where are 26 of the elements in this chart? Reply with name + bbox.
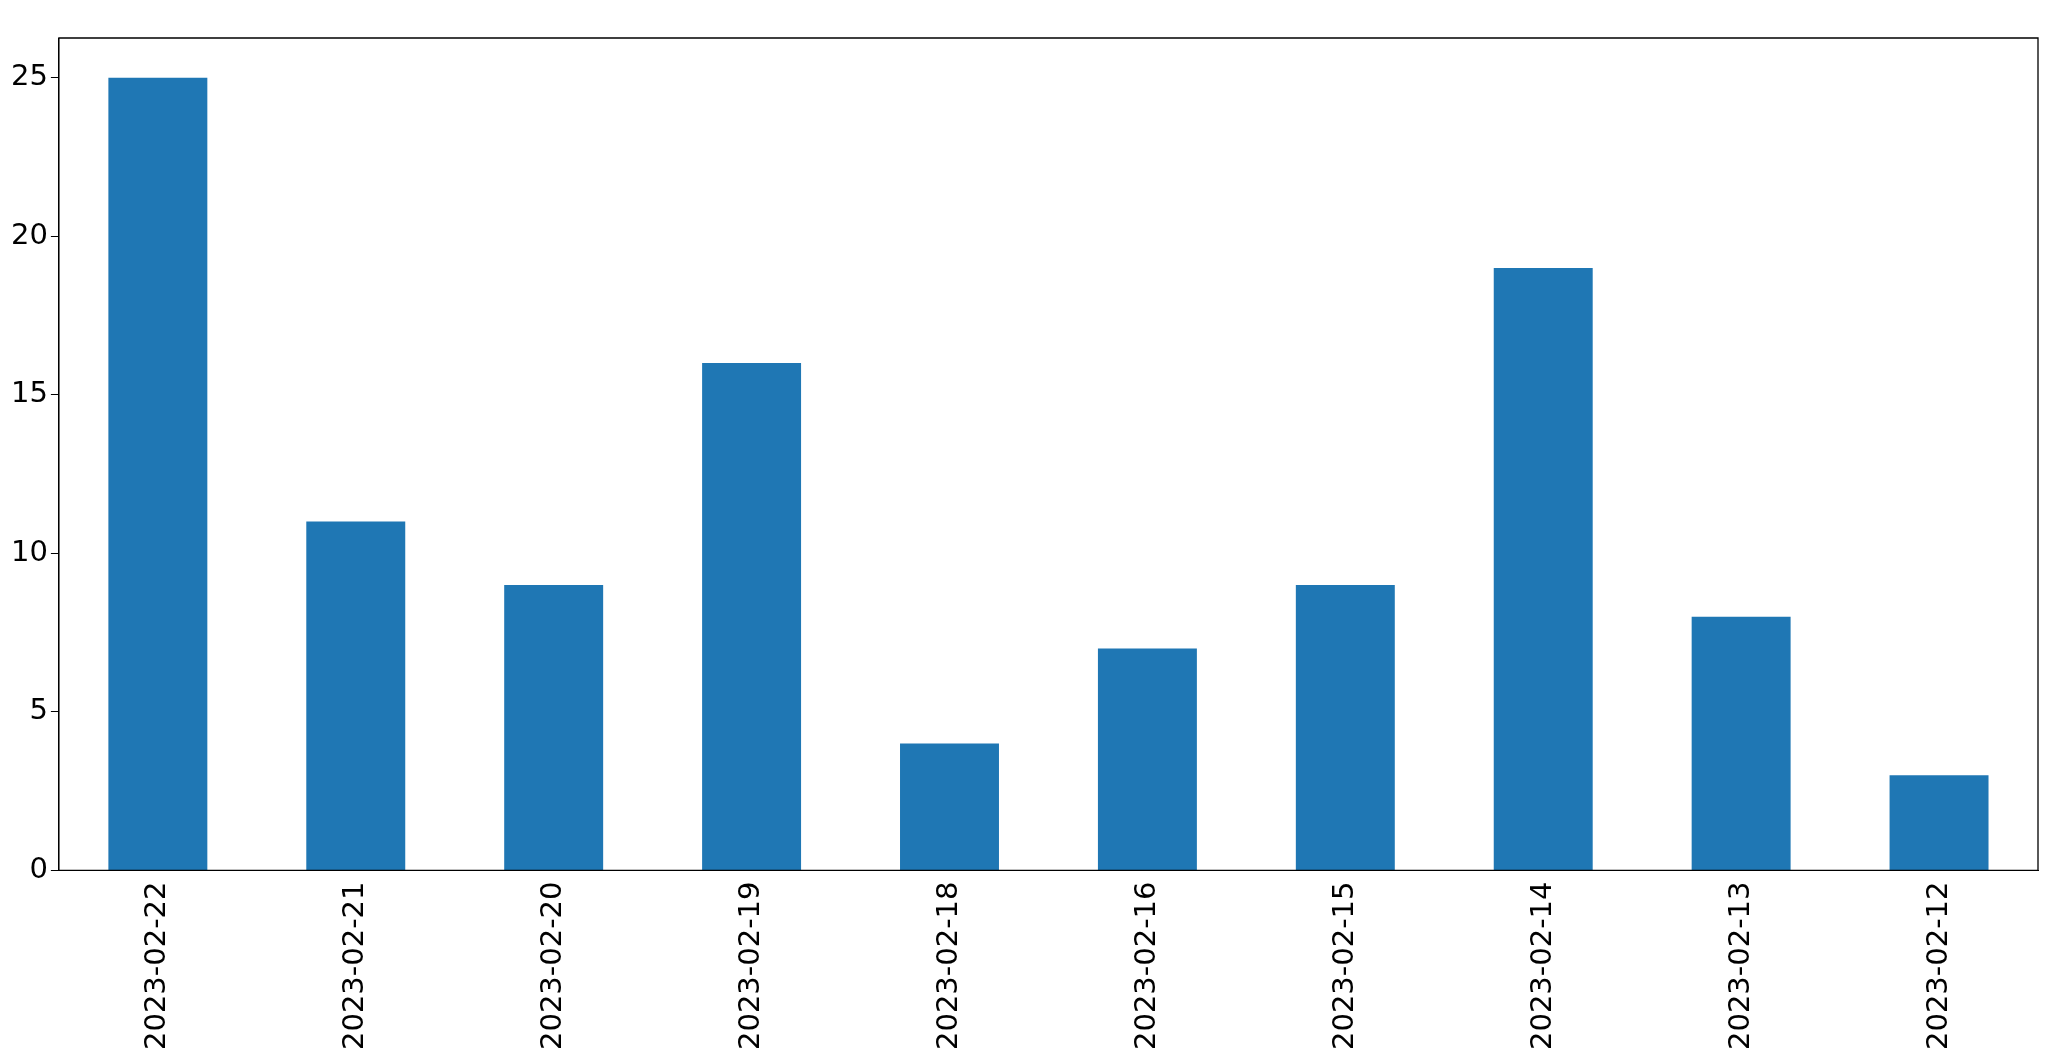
bar [702,363,802,870]
x-tick-label: 2023-02-19 [732,881,767,1051]
y-tick-label: 25 [11,58,48,93]
bar [108,77,208,870]
y-tick-label: 10 [11,533,48,568]
x-tick-label: 2023-02-22 [138,881,173,1051]
bar [504,585,604,870]
y-tick-label: 5 [29,692,48,727]
bar [1097,648,1197,870]
x-tick-label: 2023-02-18 [930,881,965,1051]
bar [900,743,999,870]
y-tick-label: 20 [11,216,48,251]
x-tick-label: 2023-02-13 [1721,881,1756,1051]
bar [1691,616,1791,870]
x-tick-label: 2023-02-16 [1127,881,1162,1051]
y-tick-label: 0 [29,851,48,885]
x-tick-label: 2023-02-21 [336,881,371,1051]
x-tick-label: 2023-02-12 [1919,881,1954,1051]
y-tick-label: 15 [11,375,48,410]
bar [1295,585,1395,870]
bar [1889,775,1989,870]
x-tick-label: 2023-02-14 [1523,881,1558,1051]
bar [1493,267,1593,870]
bar [306,521,406,870]
x-tick-label: 2023-02-15 [1325,881,1360,1051]
x-tick-label: 2023-02-20 [534,881,569,1051]
